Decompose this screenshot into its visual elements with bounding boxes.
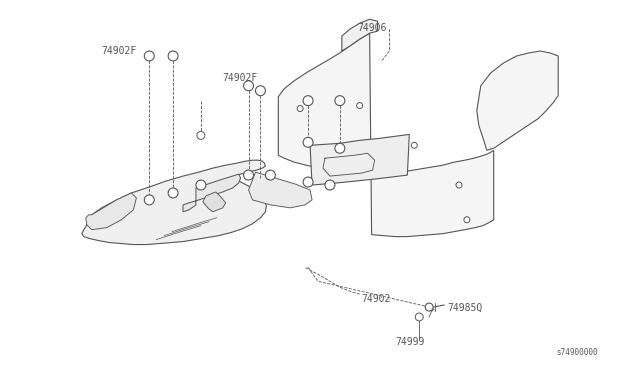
Polygon shape bbox=[248, 172, 312, 208]
Polygon shape bbox=[203, 192, 226, 212]
Circle shape bbox=[335, 143, 345, 153]
Circle shape bbox=[297, 106, 303, 112]
Polygon shape bbox=[342, 19, 378, 51]
Circle shape bbox=[197, 131, 205, 140]
Circle shape bbox=[303, 96, 313, 106]
Circle shape bbox=[303, 137, 313, 147]
Circle shape bbox=[415, 313, 423, 321]
Circle shape bbox=[335, 96, 345, 106]
Circle shape bbox=[456, 182, 462, 188]
Text: s74900000: s74900000 bbox=[556, 348, 598, 357]
Text: 74999: 74999 bbox=[396, 337, 425, 347]
Text: 74906: 74906 bbox=[358, 23, 387, 33]
Polygon shape bbox=[183, 174, 241, 212]
Text: 74985Q: 74985Q bbox=[447, 303, 483, 313]
Text: 74902F: 74902F bbox=[102, 46, 137, 56]
Circle shape bbox=[412, 142, 417, 148]
Polygon shape bbox=[82, 160, 266, 244]
Circle shape bbox=[145, 51, 154, 61]
Circle shape bbox=[266, 170, 275, 180]
Polygon shape bbox=[86, 193, 136, 230]
Circle shape bbox=[168, 51, 178, 61]
Text: 74902F: 74902F bbox=[223, 73, 258, 83]
Circle shape bbox=[356, 103, 363, 109]
Polygon shape bbox=[310, 134, 410, 185]
Circle shape bbox=[325, 180, 335, 190]
Circle shape bbox=[255, 86, 266, 96]
Circle shape bbox=[303, 177, 313, 187]
Circle shape bbox=[425, 303, 433, 311]
Polygon shape bbox=[278, 33, 493, 237]
Polygon shape bbox=[477, 51, 558, 150]
Circle shape bbox=[168, 188, 178, 198]
Circle shape bbox=[145, 195, 154, 205]
Circle shape bbox=[244, 81, 253, 91]
Text: 74902: 74902 bbox=[362, 294, 391, 304]
Circle shape bbox=[196, 180, 206, 190]
Circle shape bbox=[244, 170, 253, 180]
Circle shape bbox=[464, 217, 470, 223]
